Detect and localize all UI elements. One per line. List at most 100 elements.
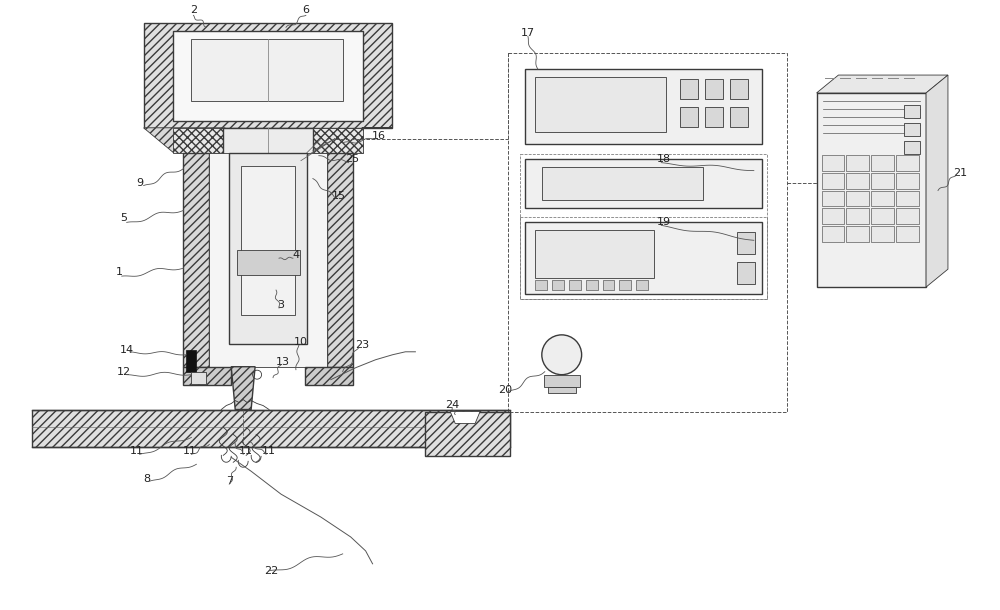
Bar (737, 262, 755, 284)
Bar (327, 152, 353, 367)
Bar (508, 53, 787, 412)
Bar (705, 107, 723, 127)
Bar (520, 154, 767, 299)
Bar (822, 209, 844, 224)
Bar (237, 250, 300, 275)
Bar (525, 159, 762, 209)
Bar (569, 280, 581, 290)
Polygon shape (311, 128, 392, 152)
Text: 10: 10 (294, 337, 308, 347)
Polygon shape (450, 412, 480, 423)
Bar (209, 152, 327, 367)
Bar (191, 371, 206, 384)
Bar (542, 167, 703, 201)
Bar (904, 105, 920, 118)
Text: 20: 20 (498, 385, 512, 395)
Bar (896, 226, 919, 242)
Text: 16: 16 (372, 131, 386, 141)
Bar (846, 190, 869, 206)
Bar (871, 173, 894, 188)
Text: 9: 9 (136, 178, 143, 187)
Bar (425, 412, 510, 456)
Bar (548, 387, 576, 393)
Bar (737, 232, 755, 254)
Bar (311, 128, 363, 152)
Text: 13: 13 (276, 357, 290, 367)
Bar (871, 155, 894, 171)
Bar (871, 190, 894, 206)
Text: 25: 25 (346, 154, 360, 163)
Text: 2: 2 (190, 5, 197, 15)
Text: 22: 22 (264, 566, 278, 576)
Bar (229, 152, 307, 344)
Bar (822, 155, 844, 171)
Bar (241, 166, 295, 315)
Bar (173, 31, 363, 121)
Bar (552, 280, 564, 290)
Bar (822, 226, 844, 242)
Bar (636, 280, 648, 290)
Text: 6: 6 (302, 5, 309, 15)
Text: 7: 7 (226, 476, 233, 486)
Text: 21: 21 (953, 168, 967, 178)
Text: 11: 11 (130, 447, 144, 456)
Text: 23: 23 (356, 340, 370, 350)
Text: 12: 12 (117, 367, 131, 377)
Bar (871, 226, 894, 242)
Bar (173, 128, 225, 152)
Text: 14: 14 (120, 345, 134, 355)
Circle shape (542, 335, 582, 375)
Polygon shape (231, 367, 255, 409)
Polygon shape (144, 128, 225, 152)
Bar (305, 367, 353, 385)
Text: 3: 3 (278, 300, 285, 310)
Bar (896, 190, 919, 206)
Text: 15: 15 (332, 190, 346, 201)
Bar (871, 209, 894, 224)
Bar (705, 79, 723, 99)
Bar (846, 155, 869, 171)
Text: 24: 24 (445, 400, 459, 409)
Bar (603, 280, 614, 290)
Bar (846, 173, 869, 188)
Text: 19: 19 (657, 217, 671, 228)
Bar (730, 79, 748, 99)
Text: 11: 11 (262, 447, 276, 456)
Bar (191, 39, 343, 101)
Bar (904, 141, 920, 154)
Text: 8: 8 (143, 474, 150, 484)
Polygon shape (817, 75, 948, 93)
Bar (680, 79, 698, 99)
Bar (32, 409, 510, 447)
Text: 11: 11 (239, 447, 253, 456)
Bar (817, 93, 926, 287)
Text: 18: 18 (657, 154, 671, 163)
Bar (535, 77, 666, 132)
Bar (223, 128, 313, 170)
Bar (730, 107, 748, 127)
Bar (520, 217, 767, 299)
Bar (535, 280, 547, 290)
Bar (144, 23, 392, 128)
Polygon shape (926, 75, 948, 287)
Text: 17: 17 (521, 28, 535, 38)
Bar (544, 375, 580, 387)
Bar (186, 350, 196, 371)
Bar (525, 223, 762, 294)
Bar (896, 155, 919, 171)
Bar (822, 173, 844, 188)
Bar (846, 226, 869, 242)
Bar (846, 209, 869, 224)
Text: 1: 1 (116, 267, 123, 277)
Bar (822, 190, 844, 206)
Bar (183, 152, 209, 367)
Bar (896, 173, 919, 188)
Bar (619, 280, 631, 290)
Bar (904, 123, 920, 136)
Text: 5: 5 (120, 214, 127, 223)
Bar (680, 107, 698, 127)
Bar (525, 69, 762, 144)
Bar (535, 231, 654, 278)
Text: 11: 11 (182, 447, 196, 456)
Bar (586, 280, 598, 290)
